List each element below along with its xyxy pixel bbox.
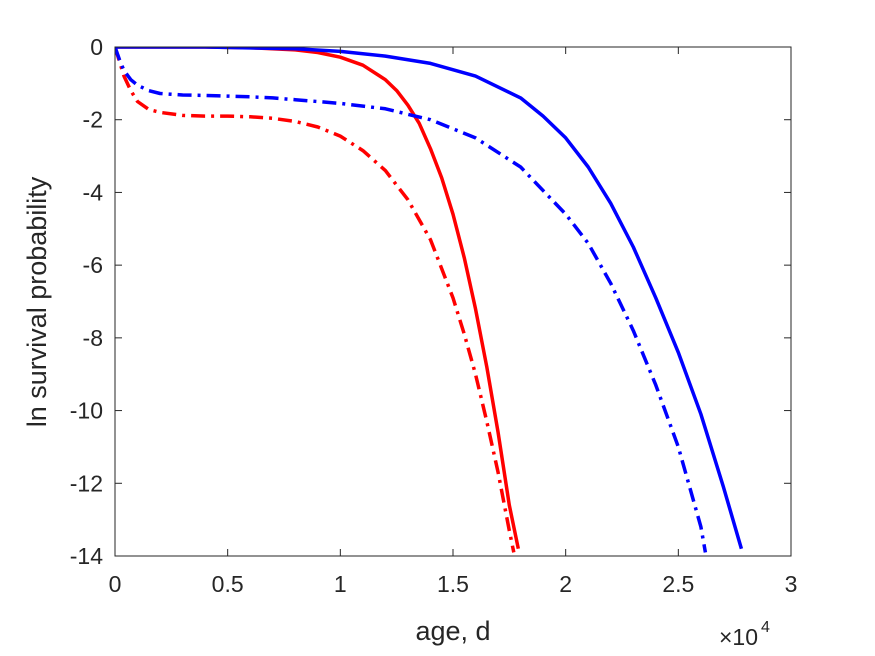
x-tick-label: 2.5 bbox=[662, 571, 694, 597]
x-tick-label: 0 bbox=[109, 571, 122, 597]
y-tick-label: -12 bbox=[70, 470, 103, 496]
y-tick-label: 0 bbox=[90, 34, 103, 60]
y-tick-label: -8 bbox=[83, 325, 103, 351]
x-exponent-base: ×10 bbox=[719, 624, 758, 650]
y-tick-label: -4 bbox=[83, 179, 104, 205]
x-tick-label: 1.5 bbox=[437, 571, 469, 597]
labels-layer: 0 0.5 1 1.5 2 2.5 3 0 -2 -4 -6 -8 -10 -12 -14 bbox=[70, 34, 798, 597]
x-axis-label: age, d bbox=[415, 616, 490, 646]
x-exponent-power: 4 bbox=[761, 619, 770, 636]
x-tick-label: 3 bbox=[785, 571, 798, 597]
y-tick-label: -6 bbox=[83, 252, 103, 278]
y-tick-label: -2 bbox=[83, 107, 103, 133]
series-line-2 bbox=[115, 47, 516, 553]
series-line-4 bbox=[115, 47, 708, 553]
axes-layer bbox=[114, 46, 792, 557]
x-tick-label: 2 bbox=[559, 571, 572, 597]
x-axis-exponent: ×10 4 bbox=[719, 619, 770, 650]
y-tick-label: -10 bbox=[70, 398, 103, 424]
series-line-3 bbox=[115, 47, 744, 550]
y-tick-label: -14 bbox=[70, 543, 103, 569]
y-axis-label: ln survival probability bbox=[22, 176, 52, 427]
x-tick-label: 1 bbox=[334, 571, 347, 597]
x-tick-label: 0.5 bbox=[212, 571, 244, 597]
series-layer bbox=[115, 47, 744, 553]
